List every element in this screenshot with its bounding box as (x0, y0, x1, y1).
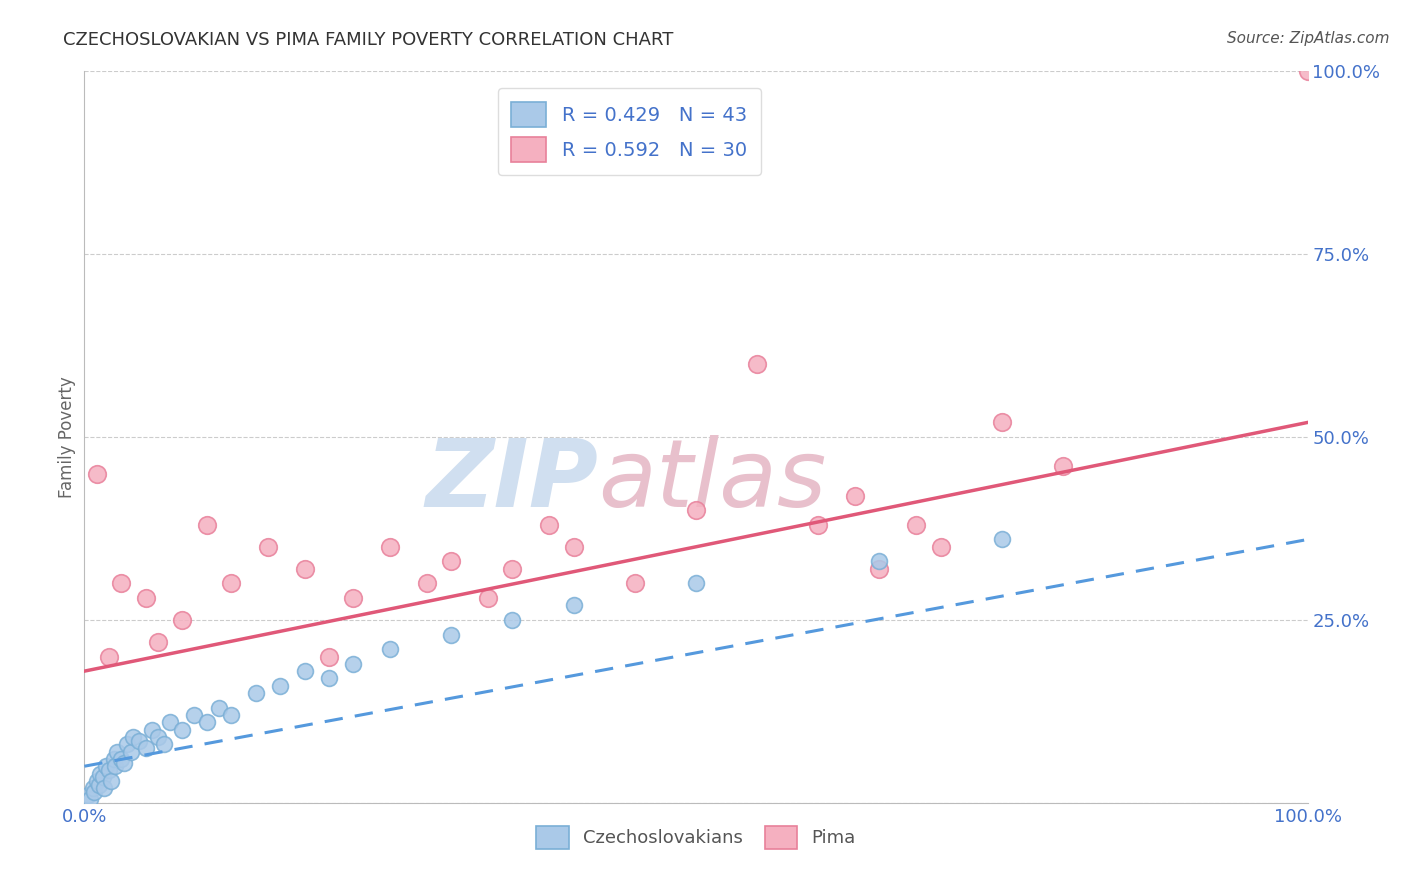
Point (141, 723, 163, 737)
Point (991, 533, 1014, 547)
Point (172, 613, 194, 627)
Point (929, 540, 952, 554)
Point (416, 576, 439, 591)
Point (219, 576, 242, 591)
Point (562, 540, 585, 554)
Text: ZIP: ZIP (425, 435, 598, 527)
Point (146, 635, 169, 649)
Point (869, 562, 891, 576)
Point (96, 759, 118, 773)
Point (318, 649, 340, 664)
Point (318, 672, 340, 686)
Point (89, 766, 111, 780)
Point (440, 554, 463, 568)
Point (905, 517, 928, 532)
Point (294, 664, 316, 678)
Point (110, 576, 132, 591)
Point (869, 554, 891, 568)
Point (93, 781, 115, 796)
Point (172, 723, 194, 737)
Point (100, 773, 122, 788)
Point (342, 657, 364, 671)
Point (135, 740, 157, 755)
Point (1296, 64, 1319, 78)
Point (153, 737, 176, 751)
Point (103, 752, 125, 766)
Point (91, 770, 114, 784)
Point (294, 562, 316, 576)
Point (219, 708, 242, 723)
Point (380, 540, 402, 554)
Point (77, 789, 100, 803)
Point (105, 745, 128, 759)
Point (269, 679, 291, 693)
Y-axis label: Family Poverty: Family Poverty (58, 376, 76, 498)
Point (135, 591, 157, 605)
Text: atlas: atlas (598, 435, 827, 526)
Point (87, 778, 110, 792)
Point (245, 686, 267, 700)
Point (120, 745, 142, 759)
Point (104, 759, 127, 773)
Point (477, 591, 499, 605)
Point (195, 715, 218, 730)
Point (83, 785, 105, 799)
Point (97, 649, 120, 664)
Point (747, 357, 769, 371)
Point (79, 792, 101, 806)
Legend: Czechoslovakians, Pima: Czechoslovakians, Pima (529, 818, 863, 856)
Point (183, 708, 205, 723)
Point (844, 489, 866, 503)
Point (128, 733, 150, 747)
Point (1052, 459, 1074, 474)
Point (624, 576, 647, 591)
Point (110, 752, 132, 766)
Point (112, 756, 135, 770)
Point (115, 737, 138, 751)
Point (538, 517, 561, 532)
Point (342, 591, 364, 605)
Point (122, 730, 145, 744)
Text: CZECHOSLOVAKIAN VS PIMA FAMILY POVERTY CORRELATION CHART: CZECHOSLOVAKIAN VS PIMA FAMILY POVERTY C… (63, 31, 673, 49)
Point (208, 700, 231, 714)
Point (86, 467, 108, 481)
Point (440, 627, 463, 641)
Text: Source: ZipAtlas.com: Source: ZipAtlas.com (1226, 31, 1389, 46)
Point (257, 540, 280, 554)
Point (502, 613, 524, 627)
Point (685, 503, 707, 517)
Point (562, 599, 585, 613)
Point (146, 730, 169, 744)
Point (82, 781, 104, 796)
Point (380, 642, 402, 657)
Point (195, 517, 218, 532)
Point (97, 763, 120, 777)
Point (685, 576, 707, 591)
Point (991, 416, 1014, 430)
Point (807, 517, 830, 532)
Point (502, 562, 524, 576)
Point (86, 773, 108, 788)
Point (159, 715, 181, 730)
